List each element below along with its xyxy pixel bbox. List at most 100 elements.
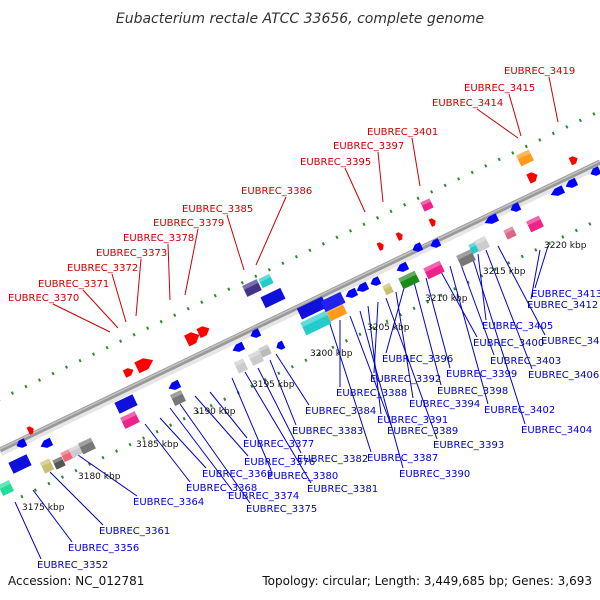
forward-leader-line — [184, 228, 199, 296]
scale-tick-label: 3175 kbp — [22, 503, 65, 513]
reverse-leader-line — [275, 353, 310, 406]
reverse-leader-line — [159, 417, 207, 469]
reverse-gene-label: EUBREC_3376 — [244, 457, 315, 468]
reverse-leader-line — [32, 489, 73, 543]
reverse-leader-line — [77, 454, 138, 497]
reverse-leader-line — [449, 265, 489, 405]
gene-block-highlight — [473, 235, 487, 245]
reverse-leader-line — [49, 471, 104, 526]
forward-leader-line — [411, 137, 421, 187]
gene-block — [420, 198, 434, 212]
gene-block-highlight — [39, 458, 51, 467]
gene-block-highlight — [52, 456, 63, 464]
gene-block-highlight — [120, 411, 137, 422]
reverse-gene-label: EUBREC_3393 — [433, 440, 504, 451]
scale-ticks: 3175 kbp 3180 kbp 3185 kbp 3190 kbp 3195 kbp… — [22, 241, 587, 513]
forward-leader-line — [476, 108, 519, 139]
reverse-gene-label: EUBREC_3361 — [99, 526, 170, 537]
reverse-gene-arrow — [412, 242, 424, 252]
gene-block — [423, 260, 445, 280]
reverse-leader-line — [359, 310, 404, 469]
reverse-gene-label: EUBREC_3387 — [367, 453, 438, 464]
forward-leader-line — [82, 289, 119, 329]
reverse-gene-label: EUBREC_3399 — [446, 369, 517, 380]
gene-block — [233, 358, 249, 374]
reverse-gene-label: EUBREC_3403 — [490, 356, 561, 367]
gene-block — [516, 149, 534, 167]
reverse-gene-arrow — [430, 238, 442, 248]
reverse-gene-label: EUBREC_3369 — [202, 469, 273, 480]
gene-block-highlight — [382, 282, 391, 290]
reverse-gene-label: EUBREC_3382 — [297, 454, 368, 465]
gene-block — [120, 411, 140, 429]
gene-block-highlight — [0, 479, 11, 489]
gene-block — [398, 270, 420, 290]
forward-gene-label: EUBREC_3370 — [8, 293, 79, 304]
gene-block — [300, 310, 332, 336]
reverse-gene-label: EUBREC_3405 — [482, 321, 553, 332]
gene-block — [296, 296, 328, 320]
reverse-leader-line — [244, 371, 312, 484]
reverse-gene-arrow — [232, 341, 246, 352]
forward-gene-label: EUBREC_3401 — [367, 127, 438, 138]
forward-gene-arrow — [526, 172, 538, 184]
reverse-gene-arrow — [510, 202, 522, 212]
forward-gene-label: EUBREC_3378 — [123, 233, 194, 244]
gene-block — [0, 479, 15, 497]
reverse-leader-line — [179, 403, 251, 504]
reverse-gene-arrow — [345, 287, 359, 298]
reverse-leader-line — [269, 359, 297, 426]
forward-gene-arrow — [196, 326, 210, 339]
forward-leader-line — [52, 303, 111, 333]
gene-block — [169, 389, 187, 407]
reverse-gene-label: EUBREC_3413 — [531, 289, 600, 300]
gene-block-highlight — [300, 310, 328, 328]
gene-block — [456, 249, 476, 267]
gene-block — [68, 443, 84, 459]
reverse-leader-line — [477, 253, 487, 321]
accession-label: Accession: NC_012781 — [8, 574, 144, 588]
gene-features — [0, 149, 600, 497]
gene-block — [260, 287, 286, 309]
reverse-leader-line — [485, 249, 533, 370]
reverse-leader-line — [373, 301, 379, 374]
gene-block — [320, 291, 346, 313]
forward-gene-arrow — [184, 332, 200, 347]
gene-block-highlight — [526, 215, 541, 226]
reverse-leader-line — [329, 323, 372, 453]
reverse-gene-arrow — [356, 281, 370, 292]
reverse-gene-arrow — [16, 438, 28, 448]
gene-block — [503, 226, 517, 240]
forward-gene-label: EUBREC_3373 — [96, 248, 167, 259]
scale-tick-label: 3205 kbp — [367, 323, 410, 333]
reverse-leader-line — [425, 277, 451, 369]
forward-gene-arrow — [134, 358, 154, 374]
reverse-leader-line — [231, 377, 272, 471]
reverse-leader-line — [497, 245, 546, 336]
reverse-leader-line — [385, 287, 405, 354]
forward-gene-arrow — [568, 156, 578, 166]
forward-leader-line — [548, 76, 559, 123]
gene-block — [8, 454, 32, 474]
gene-block-highlight — [78, 437, 93, 448]
reverse-gene-label: EUBREC_3400 — [473, 338, 544, 349]
reverse-gene-label: EUBREC_3377 — [243, 439, 314, 450]
reverse-leader-line — [257, 367, 302, 454]
reverse-gene-arrow — [565, 177, 579, 188]
forward-gene-label: EUBREC_3415 — [464, 83, 535, 94]
scale-tick-label: 3220 kbp — [544, 241, 587, 251]
reverse-gene-label: EUBREC_3368 — [186, 483, 257, 494]
reverse-gene-arrow — [40, 437, 54, 448]
gene-block-highlight — [503, 226, 514, 234]
gene-block-highlight — [423, 260, 442, 273]
scale-tick-label: 3185 kbp — [136, 440, 179, 450]
scale-tick-label: 3210 kbp — [425, 294, 468, 304]
reverse-gene-label: EUBREC_3383 — [292, 426, 363, 437]
gene-block — [526, 215, 544, 233]
scale-tick-label: 3190 kbp — [193, 407, 236, 417]
reverse-leader-line — [530, 249, 541, 300]
forward-gene-label: EUBREC_3419 — [504, 66, 575, 77]
reverse-gene-label: EUBREC_3375 — [246, 504, 317, 515]
reverse-leader-line — [471, 255, 526, 425]
